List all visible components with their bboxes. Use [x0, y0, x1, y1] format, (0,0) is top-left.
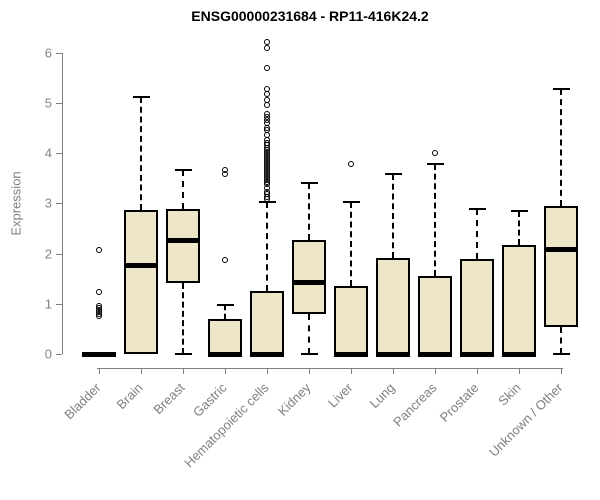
- upper-whisker-cap: [384, 173, 402, 176]
- box: [166, 209, 200, 284]
- x-axis-tick: [309, 368, 310, 374]
- box: [292, 240, 326, 314]
- box: [544, 205, 578, 328]
- x-axis-tick: [435, 368, 436, 374]
- outlier-point: [95, 289, 102, 296]
- outlier-point: [221, 256, 228, 263]
- lower-whisker-cap: [174, 353, 192, 355]
- outlier-point: [431, 149, 438, 156]
- x-axis-tick: [267, 368, 268, 374]
- box: [124, 210, 158, 354]
- x-axis-tick: [519, 368, 520, 374]
- outlier-point: [263, 132, 270, 139]
- upper-whisker-cap: [426, 163, 444, 166]
- y-axis-tick-label: 3: [44, 195, 52, 211]
- x-axis-tick: [561, 368, 562, 374]
- y-axis-line: [62, 52, 63, 354]
- y-axis-tick-label: 0: [44, 346, 52, 362]
- upper-whisker-cap: [342, 201, 360, 204]
- outlier-point: [263, 45, 270, 52]
- upper-whisker: [392, 174, 394, 259]
- x-axis-tick: [225, 368, 226, 374]
- upper-whisker-cap: [132, 96, 150, 99]
- y-axis-tick: [56, 52, 62, 54]
- box: [460, 259, 494, 354]
- upper-whisker: [560, 89, 562, 206]
- median-line: [124, 262, 158, 268]
- x-axis-tick: [393, 368, 394, 374]
- y-axis-tick: [56, 103, 62, 105]
- upper-whisker: [476, 208, 478, 260]
- box: [250, 291, 284, 354]
- x-axis-tick: [141, 368, 142, 374]
- outlier-point: [95, 302, 102, 309]
- chart-title: ENSG00000231684 - RP11-416K24.2: [191, 8, 429, 24]
- upper-whisker-cap: [552, 88, 570, 91]
- y-axis-tick: [56, 354, 62, 355]
- upper-whisker-cap: [300, 182, 318, 185]
- x-axis-tick: [183, 368, 184, 374]
- median-line: [82, 351, 116, 357]
- median-line: [502, 351, 536, 357]
- upper-whisker: [308, 183, 310, 241]
- upper-whisker: [350, 202, 352, 287]
- upper-whisker-cap: [258, 201, 276, 204]
- median-line: [418, 351, 452, 357]
- upper-whisker-cap: [174, 168, 192, 171]
- box: [208, 318, 242, 354]
- y-axis-tick: [56, 153, 62, 155]
- lower-whisker-cap: [300, 353, 318, 355]
- box: [376, 258, 410, 354]
- x-axis-tick: [99, 368, 100, 374]
- y-axis-tick: [56, 303, 62, 305]
- outlier-point: [95, 246, 102, 253]
- median-line: [334, 351, 368, 357]
- outlier-point: [221, 166, 228, 173]
- upper-whisker-cap: [216, 304, 234, 307]
- median-line: [460, 351, 494, 357]
- x-axis-tick: [477, 368, 478, 374]
- upper-whisker: [518, 210, 520, 245]
- median-line: [166, 237, 200, 243]
- box: [502, 244, 536, 354]
- y-axis-tick-label: 5: [44, 95, 52, 111]
- y-axis-tick: [56, 203, 62, 205]
- box: [334, 286, 368, 354]
- y-axis-tick-label: 2: [44, 246, 52, 262]
- median-line: [250, 351, 284, 357]
- upper-whisker-cap: [510, 209, 528, 212]
- upper-whisker: [266, 202, 268, 292]
- y-axis-tick-label: 4: [44, 145, 52, 161]
- outlier-point: [263, 102, 270, 109]
- lower-whisker: [308, 313, 310, 354]
- upper-whisker: [140, 97, 142, 210]
- outlier-point: [263, 85, 270, 92]
- median-line: [544, 246, 578, 252]
- y-axis-tick: [56, 253, 62, 255]
- upper-whisker-cap: [468, 207, 486, 210]
- outlier-point: [347, 160, 354, 167]
- upper-whisker: [182, 169, 184, 209]
- lower-whisker-cap: [552, 353, 570, 355]
- lower-whisker: [560, 327, 562, 354]
- upper-whisker: [224, 305, 226, 319]
- outlier-point: [263, 137, 270, 144]
- outlier-point: [263, 110, 270, 117]
- y-axis-tick-label: 6: [44, 45, 52, 61]
- y-axis-tick-label: 1: [44, 296, 52, 312]
- outlier-point: [263, 97, 270, 104]
- x-axis-line: [97, 368, 563, 369]
- box: [418, 276, 452, 354]
- outlier-point: [263, 64, 270, 71]
- median-line: [376, 351, 410, 357]
- x-axis-tick: [351, 368, 352, 374]
- median-line: [208, 351, 242, 357]
- outlier-point: [263, 39, 270, 46]
- upper-whisker: [434, 164, 436, 277]
- median-line: [292, 279, 326, 285]
- lower-whisker: [182, 283, 184, 354]
